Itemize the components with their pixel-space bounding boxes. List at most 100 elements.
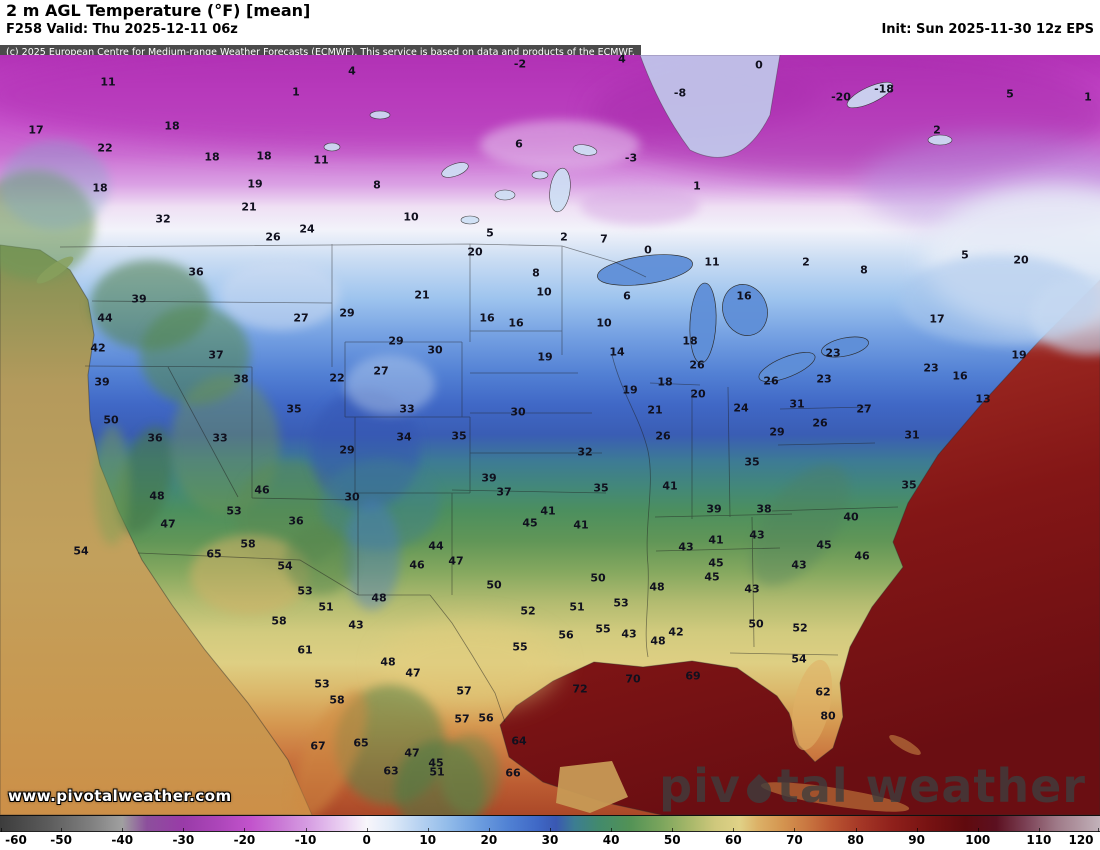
temp-label: 45: [708, 556, 724, 570]
temp-label: 35: [744, 455, 760, 469]
colorbar-tick-mark: [1098, 828, 1099, 832]
temp-label: 10: [596, 316, 612, 330]
temp-label: 38: [233, 372, 249, 386]
temp-label: 29: [769, 425, 785, 439]
colorbar-tick-label: 0: [362, 833, 371, 847]
temp-label: 57: [456, 684, 472, 698]
colorbar-tick-label: 30: [541, 833, 559, 847]
temp-label: 32: [155, 212, 171, 226]
logo-text-piv: piv: [659, 759, 741, 813]
temp-label: 63: [383, 764, 399, 778]
colorbar-tick-mark: [61, 828, 63, 832]
temp-label: 43: [791, 558, 807, 572]
temp-label: 35: [286, 402, 302, 416]
temp-label: 24: [299, 222, 315, 236]
temp-label: 72: [572, 682, 588, 696]
temp-label: 48: [371, 591, 387, 605]
water-drop-icon: [741, 774, 776, 808]
temp-label: 21: [647, 403, 663, 417]
temp-label: 53: [613, 596, 629, 610]
mexico-terrain-overlays: [292, 685, 500, 815]
temp-label: 18: [204, 150, 220, 164]
colorbar-tick-mark: [122, 828, 124, 832]
temp-label: 8: [532, 266, 540, 280]
temp-label: 67: [310, 739, 326, 753]
temp-label: 51: [569, 600, 585, 614]
temp-label: 23: [825, 346, 841, 360]
lake-michigan: [689, 282, 717, 364]
temp-label: -20: [831, 90, 851, 104]
temp-label: 36: [147, 431, 163, 445]
temp-label: 26: [265, 230, 281, 244]
temp-label: 66: [505, 766, 521, 780]
temp-label: 65: [353, 736, 369, 750]
temp-label: 47: [448, 554, 464, 568]
temp-label: 39: [481, 471, 497, 485]
temp-label: 62: [815, 685, 831, 699]
temp-label: 5: [1006, 87, 1014, 101]
temp-label: 18: [657, 375, 673, 389]
temp-label: 43: [749, 528, 765, 542]
temp-label: 48: [649, 580, 665, 594]
temp-label: 54: [277, 559, 293, 573]
colorbar-tick-label: 80: [847, 833, 864, 847]
temp-label: 69: [685, 669, 701, 683]
colorbar-tick-label: 110: [1026, 833, 1052, 847]
western-terrain-overlays: [90, 260, 850, 710]
temp-label: 18: [256, 149, 272, 163]
temp-label: 37: [208, 348, 224, 362]
temp-label: 24: [733, 401, 749, 415]
colorbar-tick-mark: [550, 828, 551, 832]
temp-label: 4: [348, 64, 356, 78]
temp-label: 44: [428, 539, 444, 553]
temp-label: 27: [293, 311, 309, 325]
temp-label: 41: [662, 479, 678, 493]
map-header: 2 m AGL Temperature (°F) [mean] F258 Val…: [0, 0, 1100, 40]
temp-label: 58: [329, 693, 345, 707]
temp-label: 26: [655, 429, 671, 443]
temp-label: 35: [593, 481, 609, 495]
temp-label: 22: [97, 141, 113, 155]
lake-erie: [758, 352, 816, 382]
colorbar-tick-label: 40: [602, 833, 620, 847]
temp-label: 16: [952, 369, 968, 383]
temp-label: -2: [513, 57, 527, 71]
colorbar-tick-label: 120: [1068, 833, 1094, 847]
florida-warm-land: [791, 659, 833, 751]
colorbar-tick-mark: [488, 828, 490, 832]
temp-label: 61: [297, 643, 313, 657]
temp-label: 23: [923, 361, 939, 375]
temp-label: -3: [624, 151, 638, 165]
temp-label: 48: [380, 655, 396, 669]
cuba: [760, 782, 910, 812]
map-title: 2 m AGL Temperature (°F) [mean]: [6, 1, 311, 20]
temp-label: 45: [816, 538, 832, 552]
temp-label: 42: [90, 341, 106, 355]
temp-label: 20: [1013, 253, 1029, 267]
temp-label: 45: [522, 516, 538, 530]
temp-label: 65: [206, 547, 222, 561]
temp-label: 11: [100, 75, 116, 89]
temp-label: 19: [537, 350, 553, 364]
colorbar-tick-mark: [977, 828, 979, 832]
pivotal-weather-logo: piv tal weather: [659, 759, 1086, 813]
temp-label: 50: [486, 578, 502, 592]
temp-label: 54: [73, 544, 89, 558]
temp-label: -18: [874, 82, 894, 96]
temp-label: 5: [486, 226, 494, 240]
temp-label: 11: [704, 255, 720, 269]
temp-label: 14: [609, 345, 625, 359]
temp-label: 32: [577, 445, 593, 459]
temp-label: 43: [678, 540, 694, 554]
temp-label: 29: [339, 443, 355, 457]
temp-label: 53: [314, 677, 330, 691]
temp-label: 45: [704, 570, 720, 584]
temp-label: 17: [929, 312, 945, 326]
temp-label: 11: [313, 153, 329, 167]
temp-label: 55: [595, 622, 611, 636]
temp-label: 43: [744, 582, 760, 596]
temp-label: 27: [373, 364, 389, 378]
colorbar-tick-mark: [1038, 828, 1040, 832]
temp-label: 18: [92, 181, 108, 195]
temp-label: 30: [510, 405, 526, 419]
